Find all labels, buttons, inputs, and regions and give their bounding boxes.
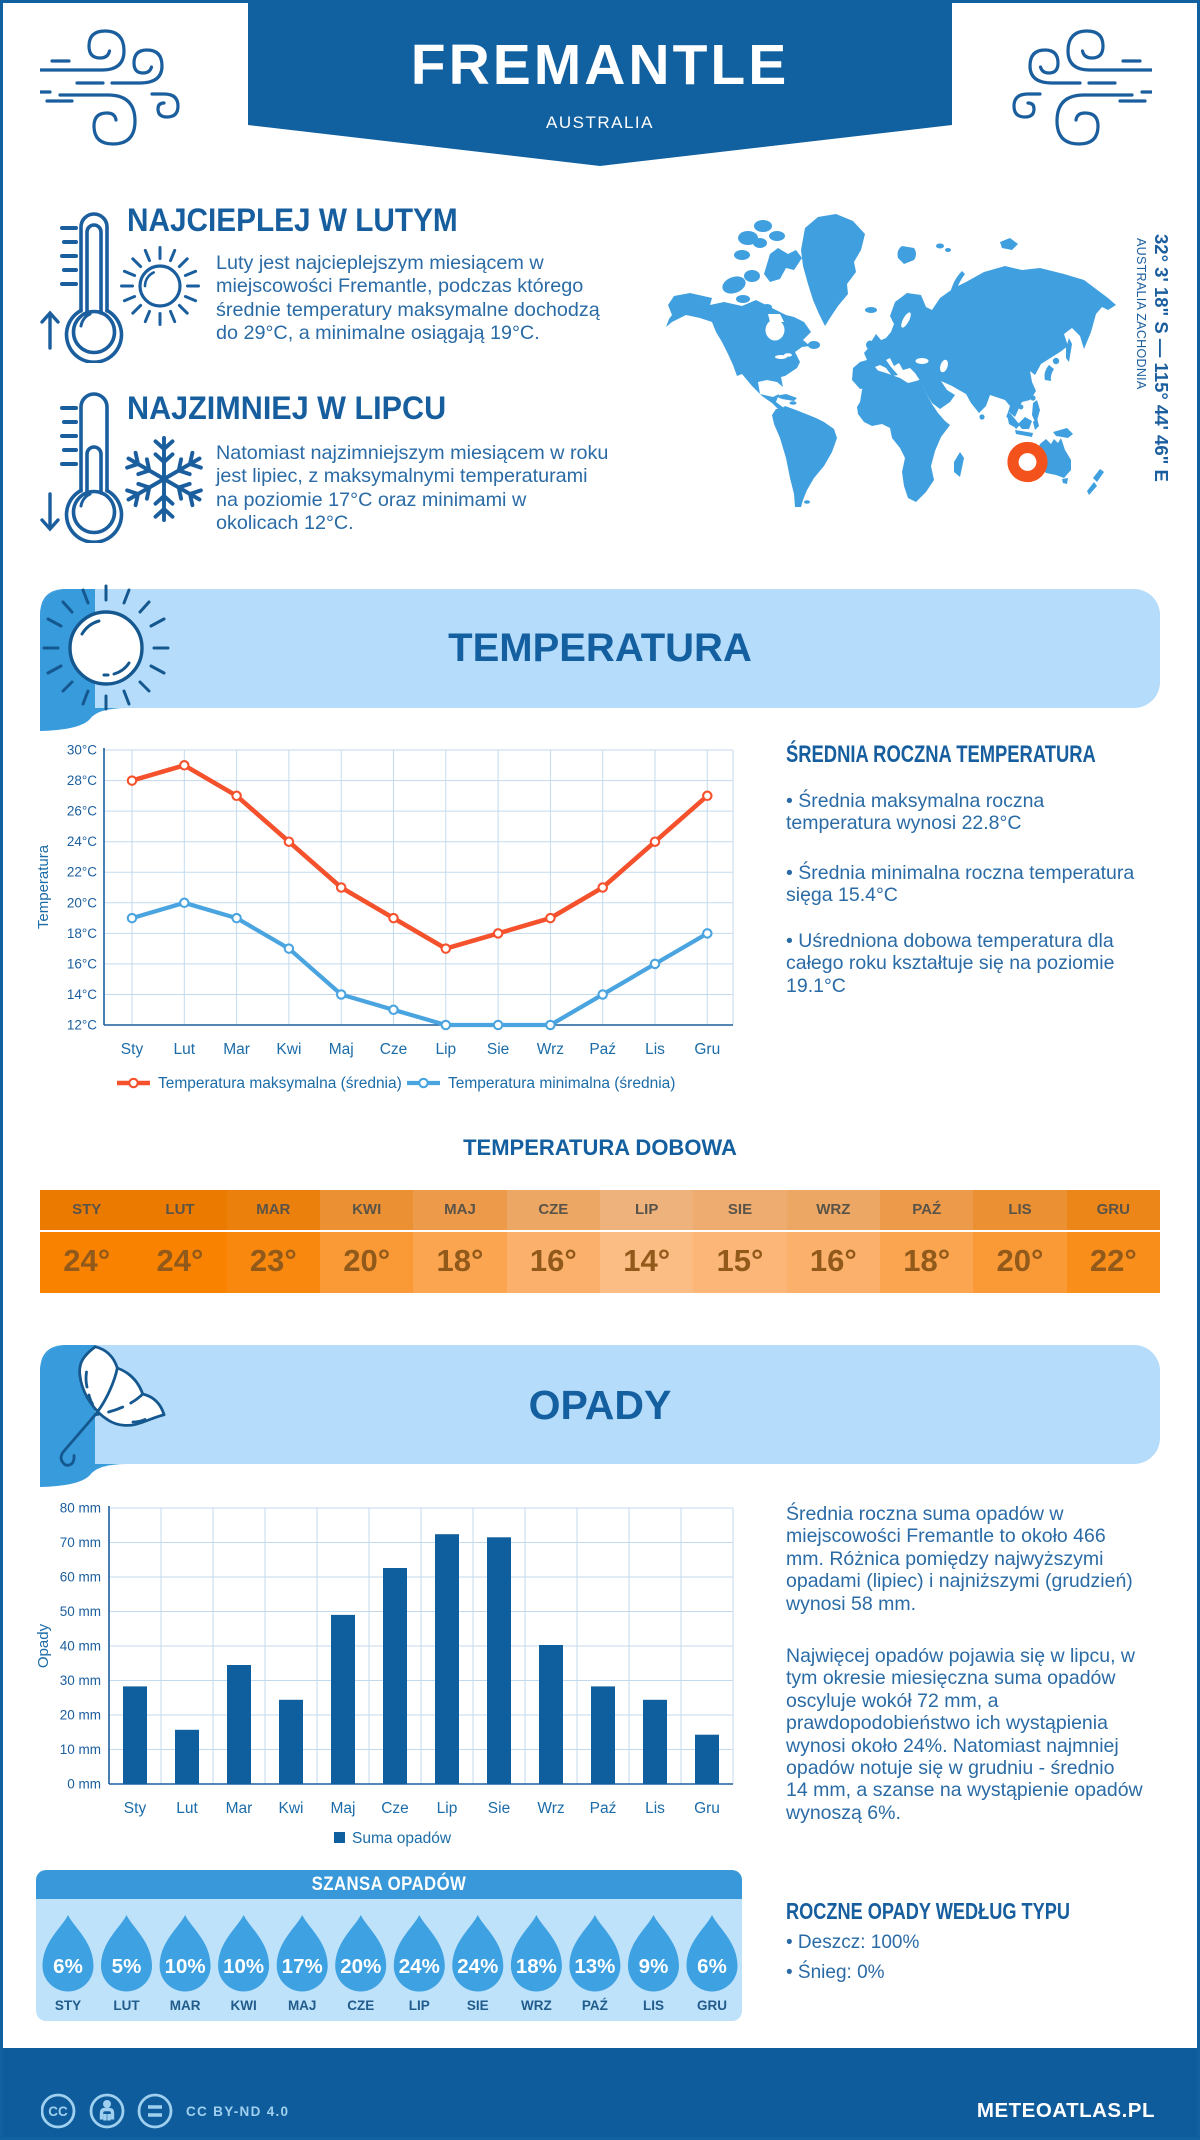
svg-text:Sie: Sie [488,1800,510,1817]
svg-text:Gru: Gru [694,1041,720,1058]
svg-text:MAJ: MAJ [288,1998,317,2013]
svg-text:5%: 5% [112,1955,142,1978]
svg-text:Temperatura: Temperatura [35,844,52,929]
svg-text:Maj: Maj [329,1041,354,1058]
svg-text:LIP: LIP [409,1998,430,2013]
svg-text:Wrz: Wrz [537,1800,564,1817]
svg-text:KWI: KWI [230,1998,256,2013]
svg-text:20%: 20% [340,1955,381,1978]
svg-text:LIS: LIS [643,1998,664,2013]
svg-text:30 mm: 30 mm [60,1673,101,1688]
svg-text:PAŹ: PAŹ [582,1998,608,2013]
svg-text:Lis: Lis [645,1800,665,1817]
svg-text:Paź: Paź [589,1041,616,1058]
svg-text:Wrz: Wrz [537,1041,564,1058]
svg-text:12°C: 12°C [67,1018,97,1033]
svg-text:14°C: 14°C [67,987,97,1002]
svg-text:GRU: GRU [697,1998,727,2013]
svg-text:Sty: Sty [124,1800,147,1817]
svg-text:6%: 6% [697,1955,727,1978]
svg-text:Lut: Lut [174,1041,196,1058]
svg-text:Suma opadów: Suma opadów [352,1830,452,1847]
svg-text:Temperatura maksymalna (średni: Temperatura maksymalna (średnia) [158,1075,402,1092]
svg-text:Sty: Sty [121,1041,144,1058]
svg-text:10%: 10% [223,1955,264,1978]
svg-text:Kwi: Kwi [279,1800,304,1817]
svg-text:13%: 13% [574,1955,615,1978]
svg-text:Cze: Cze [381,1800,409,1817]
svg-text:Cze: Cze [380,1041,408,1058]
svg-text:80 mm: 80 mm [60,1501,101,1516]
svg-text:SIE: SIE [467,1998,489,2013]
svg-text:40 mm: 40 mm [60,1639,101,1654]
svg-text:30°C: 30°C [67,743,97,758]
svg-text:Lip: Lip [437,1800,458,1817]
svg-text:WRZ: WRZ [521,1998,552,2013]
svg-text:70 mm: 70 mm [60,1535,101,1550]
svg-text:Gru: Gru [694,1800,720,1817]
svg-text:MAR: MAR [170,1998,201,2013]
svg-text:18°C: 18°C [67,926,97,941]
svg-text:0 mm: 0 mm [67,1777,101,1792]
svg-text:24%: 24% [399,1955,440,1978]
svg-text:Kwi: Kwi [276,1041,301,1058]
svg-text:16°C: 16°C [67,956,97,971]
svg-text:CZE: CZE [347,1998,374,2013]
svg-text:50 mm: 50 mm [60,1604,101,1619]
svg-text:Temperatura minimalna (średnia: Temperatura minimalna (średnia) [448,1075,675,1092]
svg-text:10 mm: 10 mm [60,1742,101,1757]
svg-text:Maj: Maj [331,1800,356,1817]
svg-text:9%: 9% [639,1955,669,1978]
svg-text:26°C: 26°C [67,804,97,819]
svg-text:Paź: Paź [590,1800,617,1817]
svg-text:Opady: Opady [35,1623,52,1668]
svg-text:24°C: 24°C [67,834,97,849]
svg-text:20°C: 20°C [67,895,97,910]
svg-text:24%: 24% [457,1955,498,1978]
svg-text:Sie: Sie [487,1041,509,1058]
svg-text:Lut: Lut [176,1800,198,1817]
svg-text:17%: 17% [282,1955,323,1978]
svg-text:Mar: Mar [226,1800,253,1817]
svg-text:Lis: Lis [645,1041,665,1058]
svg-text:22°C: 22°C [67,865,97,880]
svg-text:STY: STY [55,1998,81,2013]
svg-text:10%: 10% [165,1955,206,1978]
svg-text:Lip: Lip [435,1041,456,1058]
svg-text:LUT: LUT [113,1998,140,2013]
svg-text:18%: 18% [516,1955,557,1978]
svg-text:20 mm: 20 mm [60,1708,101,1723]
svg-text:Mar: Mar [223,1041,250,1058]
svg-text:6%: 6% [53,1955,83,1978]
svg-text:28°C: 28°C [67,773,97,788]
svg-text:CC: CC [48,2104,68,2119]
svg-text:60 mm: 60 mm [60,1570,101,1585]
